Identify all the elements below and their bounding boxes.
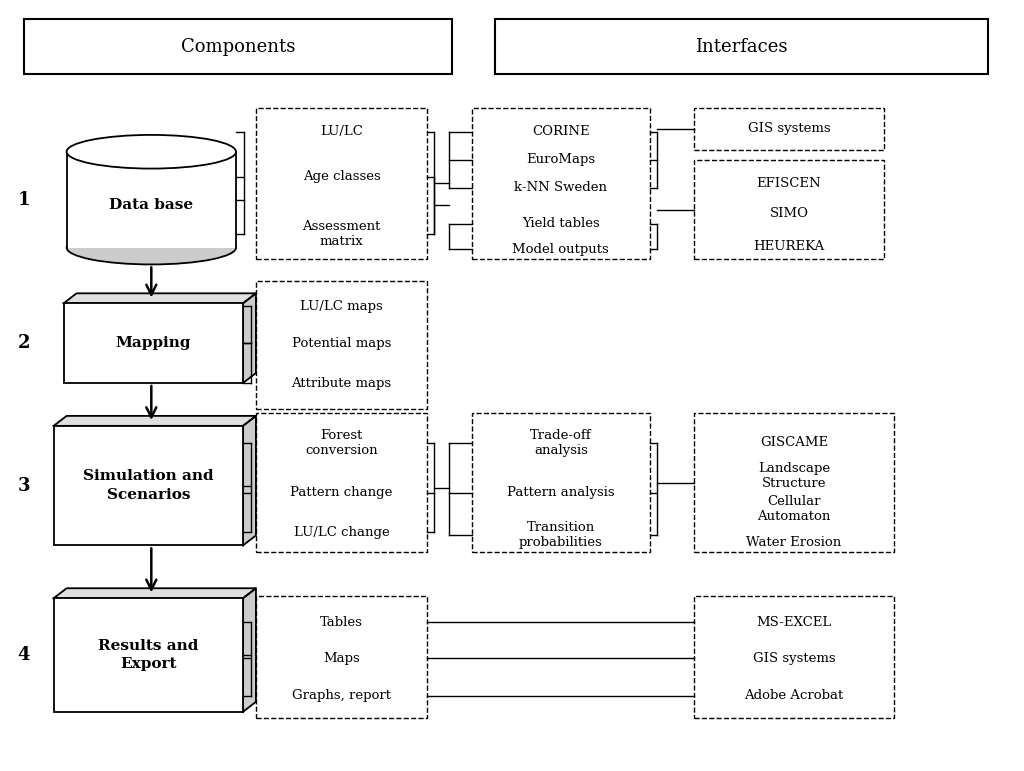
Text: Landscape
Structure: Landscape Structure bbox=[758, 462, 830, 490]
Text: 1: 1 bbox=[17, 190, 30, 209]
Polygon shape bbox=[243, 416, 256, 545]
Text: GIS systems: GIS systems bbox=[753, 651, 836, 665]
Bar bbox=[694, 413, 894, 552]
Bar bbox=[63, 303, 243, 383]
Ellipse shape bbox=[67, 135, 236, 169]
Text: Cellular
Automaton: Cellular Automaton bbox=[758, 494, 830, 523]
Text: Pattern analysis: Pattern analysis bbox=[507, 486, 614, 499]
Text: LU/LC change: LU/LC change bbox=[294, 526, 389, 539]
Text: Potential maps: Potential maps bbox=[292, 337, 391, 350]
Text: CORINE: CORINE bbox=[532, 126, 590, 139]
Bar bbox=[256, 281, 427, 409]
Text: Pattern change: Pattern change bbox=[291, 486, 393, 499]
Text: SIMO: SIMO bbox=[769, 207, 809, 221]
Text: GIS systems: GIS systems bbox=[748, 123, 830, 136]
Text: Components: Components bbox=[181, 38, 295, 56]
Text: Trade-off
analysis: Trade-off analysis bbox=[530, 429, 592, 456]
Text: Data base: Data base bbox=[110, 197, 194, 212]
Text: HEUREKA: HEUREKA bbox=[754, 240, 824, 253]
Text: Adobe Acrobat: Adobe Acrobat bbox=[744, 689, 844, 702]
Ellipse shape bbox=[67, 231, 236, 264]
Bar bbox=[472, 413, 649, 552]
Bar bbox=[53, 598, 243, 712]
Polygon shape bbox=[63, 293, 256, 303]
Text: 2: 2 bbox=[17, 334, 30, 352]
Text: Simulation and
Scenarios: Simulation and Scenarios bbox=[83, 470, 214, 502]
Text: Graphs, report: Graphs, report bbox=[292, 689, 391, 702]
Bar bbox=[495, 19, 988, 74]
Text: Assessment
matrix: Assessment matrix bbox=[302, 220, 381, 247]
Text: 4: 4 bbox=[17, 646, 30, 664]
Text: Transition
probabilities: Transition probabilities bbox=[519, 521, 603, 550]
Bar bbox=[24, 19, 453, 74]
Text: GISCAME: GISCAME bbox=[760, 436, 828, 449]
Text: LU/LC maps: LU/LC maps bbox=[300, 300, 383, 313]
Text: Interfaces: Interfaces bbox=[695, 38, 787, 56]
Text: Model outputs: Model outputs bbox=[512, 243, 609, 256]
Text: k-NN Sweden: k-NN Sweden bbox=[514, 181, 607, 194]
Polygon shape bbox=[53, 416, 256, 426]
Bar bbox=[256, 413, 427, 552]
Text: MS-EXCEL: MS-EXCEL bbox=[757, 616, 831, 628]
Text: Results and
Export: Results and Export bbox=[98, 639, 199, 672]
Bar bbox=[694, 160, 884, 260]
Bar bbox=[256, 596, 427, 718]
Text: Yield tables: Yield tables bbox=[522, 217, 600, 230]
Polygon shape bbox=[243, 588, 256, 712]
Text: 3: 3 bbox=[17, 476, 30, 495]
Bar bbox=[67, 152, 236, 247]
Bar bbox=[472, 108, 649, 260]
Bar bbox=[694, 108, 884, 150]
Polygon shape bbox=[243, 293, 256, 383]
Text: EuroMaps: EuroMaps bbox=[526, 153, 595, 167]
Text: Mapping: Mapping bbox=[116, 336, 191, 350]
Bar bbox=[256, 108, 427, 260]
Text: Forest
conversion: Forest conversion bbox=[305, 429, 378, 456]
Text: Attribute maps: Attribute maps bbox=[292, 376, 391, 389]
Text: Maps: Maps bbox=[324, 651, 360, 665]
Text: Age classes: Age classes bbox=[303, 170, 381, 183]
Text: Water Erosion: Water Erosion bbox=[746, 536, 842, 549]
Text: EFISCEN: EFISCEN bbox=[757, 177, 821, 190]
Text: Tables: Tables bbox=[321, 616, 364, 628]
Text: LU/LC: LU/LC bbox=[321, 126, 364, 139]
Bar bbox=[53, 426, 243, 545]
Polygon shape bbox=[53, 588, 256, 598]
Bar bbox=[694, 596, 894, 718]
